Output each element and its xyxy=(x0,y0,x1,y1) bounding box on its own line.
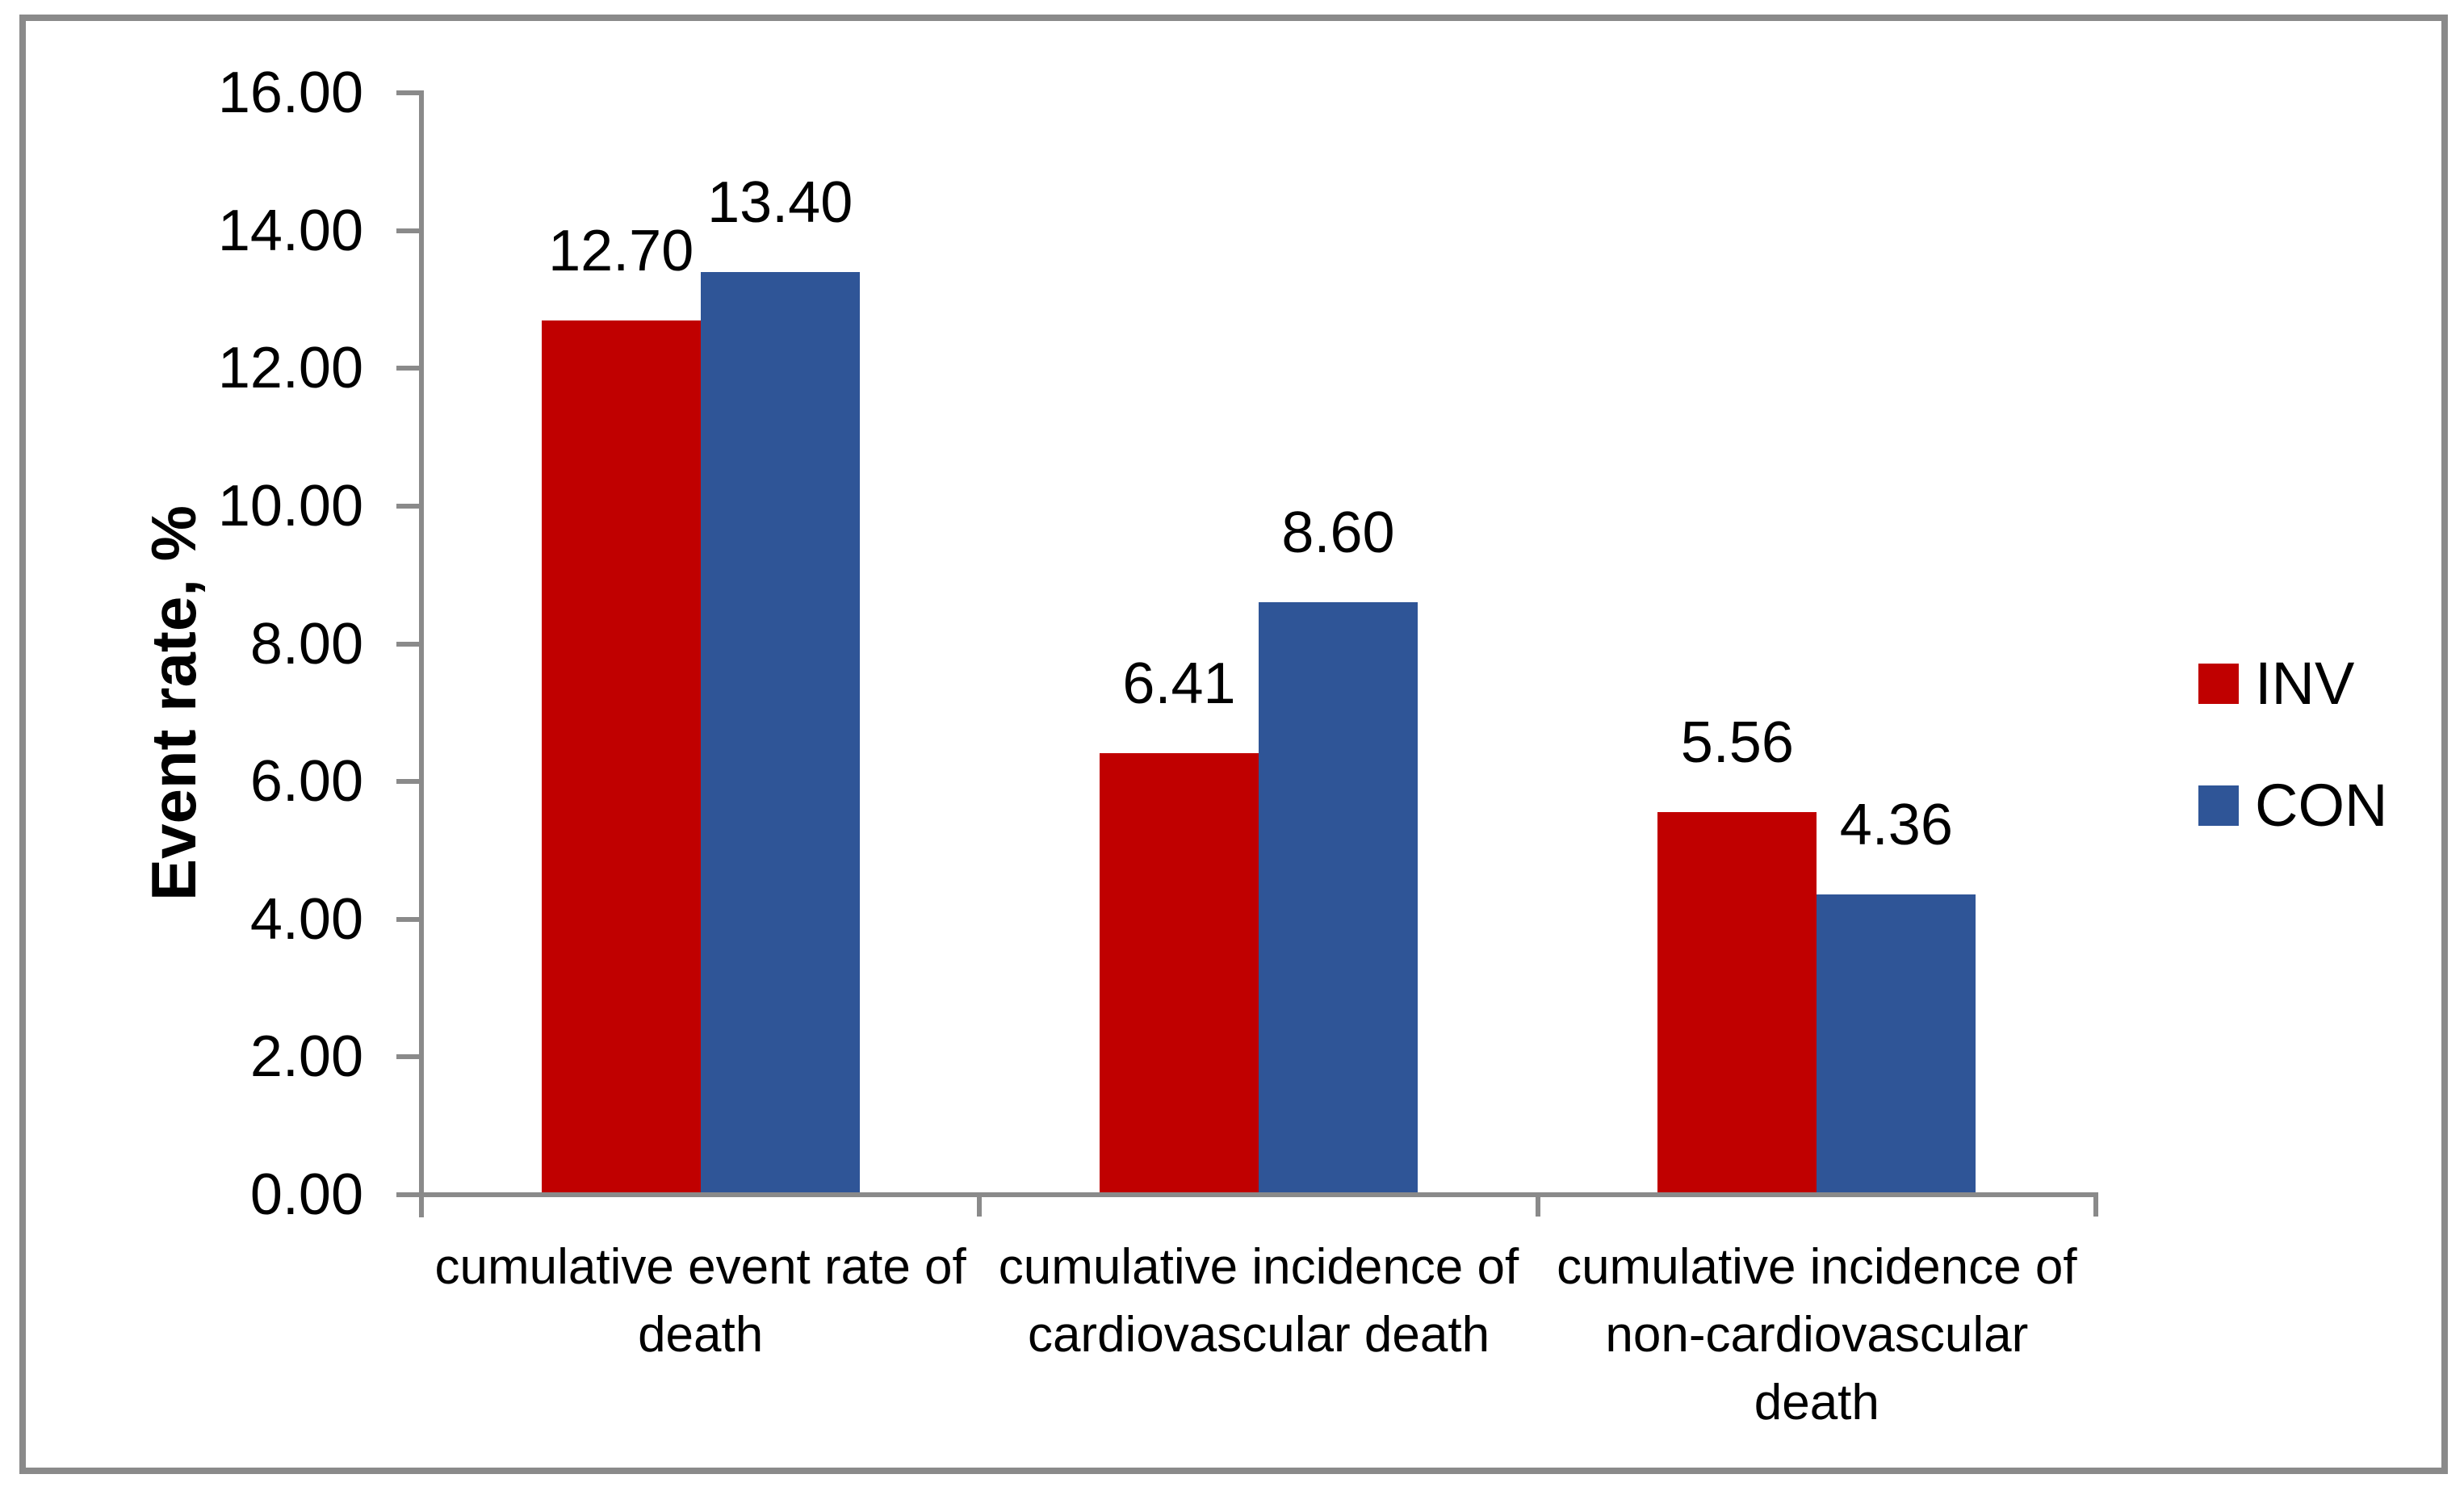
y-tick-label: 6.00 xyxy=(249,749,363,815)
bar-value-label: 4.36 xyxy=(1839,793,1953,858)
y-tick-label: 2.00 xyxy=(249,1024,363,1090)
category-label-line: non-cardiovascular xyxy=(1605,1307,2029,1363)
y-tick-label: 8.00 xyxy=(249,611,363,676)
x-tick-mark xyxy=(2093,1195,2098,1217)
legend-label: INV xyxy=(2255,650,2355,717)
y-tick-mark xyxy=(396,228,419,233)
bar-value-label: 13.40 xyxy=(707,170,853,235)
bar-con-cat3 xyxy=(1817,894,1976,1195)
y-tick-mark xyxy=(396,90,419,95)
bar-con-cat1 xyxy=(700,271,860,1195)
y-axis-title: Event rate, % xyxy=(138,505,209,901)
x-tick-mark xyxy=(1535,1195,1540,1217)
bar-inv-cat3 xyxy=(1657,811,1817,1195)
y-tick-mark xyxy=(396,366,419,371)
y-tick-label: 0.00 xyxy=(249,1162,363,1227)
bar-value-label: 5.56 xyxy=(1680,710,1794,775)
y-tick-mark xyxy=(396,1054,419,1060)
x-tick-mark xyxy=(977,1195,983,1217)
x-tick-mark xyxy=(419,1195,424,1217)
bar-inv-cat2 xyxy=(1100,753,1259,1195)
legend-swatch-inv xyxy=(2198,664,2239,704)
category-label-line: death xyxy=(638,1307,764,1363)
category-label-line: cumulative event rate of xyxy=(434,1239,966,1295)
y-tick-mark xyxy=(396,503,419,509)
legend-swatch-con xyxy=(2198,785,2239,826)
category-label: cumulative incidence of non-cardiovascula… xyxy=(1538,1233,2096,1437)
bar-inv-cat1 xyxy=(541,320,701,1195)
legend-label: CON xyxy=(2255,772,2388,839)
bar-value-label: 6.41 xyxy=(1122,651,1236,717)
category-label-line: cumulative incidence of xyxy=(998,1239,1519,1295)
y-tick-label: 14.00 xyxy=(217,198,363,263)
category-label-line: cardiovascular death xyxy=(1027,1307,1490,1363)
legend-item-con: CON xyxy=(2198,776,2387,836)
y-tick-mark xyxy=(396,779,419,785)
category-label: cumulative event rate of death xyxy=(421,1233,979,1369)
y-tick-mark xyxy=(396,1192,419,1197)
bar-value-label: 12.70 xyxy=(548,218,694,283)
y-tick-label: 10.00 xyxy=(217,473,363,538)
y-axis-line xyxy=(419,90,424,1217)
y-tick-label: 16.00 xyxy=(217,61,363,125)
y-tick-mark xyxy=(396,916,419,922)
chart-frame xyxy=(19,15,2448,1474)
bar-con-cat2 xyxy=(1259,602,1418,1195)
y-tick-label: 4.00 xyxy=(249,886,363,952)
bar-value-label: 8.60 xyxy=(1281,500,1395,566)
category-label-line: cumulative incidence of xyxy=(1557,1239,2077,1295)
y-tick-mark xyxy=(396,641,419,647)
x-axis-line xyxy=(419,1192,2098,1197)
y-tick-label: 12.00 xyxy=(217,336,363,401)
legend-item-inv: INV xyxy=(2198,654,2354,714)
category-label-line: death xyxy=(1754,1375,1879,1430)
category-label: cumulative incidence of cardiovascular de… xyxy=(979,1233,1537,1369)
